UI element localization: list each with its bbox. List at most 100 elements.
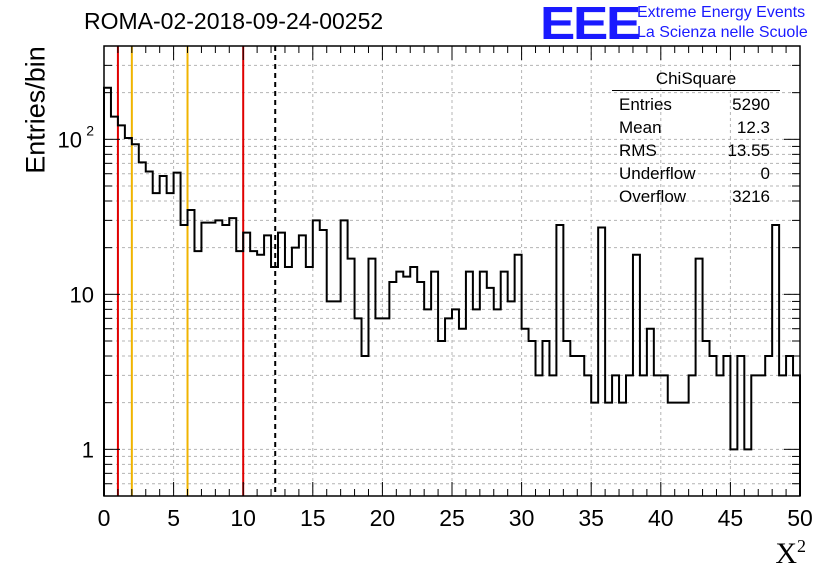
stat-label: Overflow xyxy=(619,187,687,206)
histogram-bin xyxy=(459,329,466,496)
histogram-bin xyxy=(125,138,132,496)
histogram-bin xyxy=(542,341,549,496)
x-tick-label: 5 xyxy=(167,505,180,531)
histogram-bin xyxy=(549,375,556,496)
histogram-bin xyxy=(389,282,396,496)
histogram-bin xyxy=(188,210,195,496)
y-tick-label: 10 xyxy=(58,127,82,152)
stat-value: 12.3 xyxy=(736,118,770,137)
x-tick-label: 0 xyxy=(98,505,111,531)
histogram-bin xyxy=(737,356,744,496)
stat-row-underflow: Underflow 0 xyxy=(612,162,780,185)
histogram-bin xyxy=(174,173,181,496)
stat-row-rms: RMS 13.55 xyxy=(612,139,780,162)
x-axis-label-text: X xyxy=(775,537,797,570)
stat-value: 13.55 xyxy=(727,141,770,160)
histogram-bin xyxy=(396,272,403,496)
x-tick-label: 10 xyxy=(230,505,256,531)
histogram-bin xyxy=(243,233,250,496)
histogram-bin xyxy=(215,220,222,496)
histogram-bin xyxy=(201,223,208,496)
histogram-bin xyxy=(299,235,306,496)
histogram-bin xyxy=(494,309,501,496)
histogram-bin xyxy=(647,329,654,496)
stat-value: 5290 xyxy=(732,95,770,114)
histogram-bin xyxy=(375,318,382,496)
histogram-bin xyxy=(403,277,410,496)
histogram-bin xyxy=(529,341,536,496)
y-tick-label: 1 xyxy=(82,437,94,462)
histogram-bin xyxy=(522,329,529,496)
histogram-bin xyxy=(160,176,167,496)
histogram-bin xyxy=(153,193,160,496)
histogram-bin xyxy=(577,356,584,496)
histogram-bin xyxy=(236,251,243,496)
histogram-bin xyxy=(654,375,661,496)
histogram-bin xyxy=(452,309,459,496)
histogram-bin xyxy=(445,318,452,496)
histogram-bin xyxy=(250,251,257,496)
histogram-bin xyxy=(786,356,793,496)
histogram-bin xyxy=(194,251,201,496)
histogram-bin xyxy=(222,225,229,496)
x-axis-label: X2 xyxy=(775,536,806,571)
histogram-outline xyxy=(103,86,801,496)
histogram-bin xyxy=(257,255,264,496)
histogram-bin xyxy=(167,193,174,496)
chart-title: ROMA-02-2018-09-24-00252 xyxy=(84,8,384,34)
histogram-bin xyxy=(570,356,577,496)
histogram-bin xyxy=(584,375,591,496)
histogram-bin xyxy=(229,218,236,496)
histogram-bin xyxy=(327,301,334,496)
histogram-bin xyxy=(417,282,424,496)
x-tick-label: 45 xyxy=(718,505,744,531)
histogram-bin xyxy=(536,375,543,496)
stat-label: RMS xyxy=(619,141,657,160)
histogram-bin xyxy=(181,225,188,496)
histogram-bin xyxy=(744,449,751,496)
histogram-bin xyxy=(139,162,146,496)
stats-box: ChiSquare Entries 5290 Mean 12.3 RMS 13.55 … xyxy=(612,68,780,208)
histogram-bin xyxy=(619,403,626,496)
logo-line-1: Extreme Energy Events xyxy=(637,4,806,21)
x-tick-label: 35 xyxy=(578,505,604,531)
histogram-bin xyxy=(320,230,327,496)
histogram-bin xyxy=(285,267,292,496)
histogram-bin xyxy=(355,318,362,496)
stat-label: Entries xyxy=(619,95,672,114)
histogram-bin xyxy=(292,248,299,496)
stat-value: 0 xyxy=(760,164,770,183)
histogram-bin xyxy=(368,259,375,496)
stat-label: Underflow xyxy=(619,164,696,183)
histogram-bin xyxy=(605,403,612,496)
histogram-bin xyxy=(208,223,215,496)
histogram-bin xyxy=(612,375,619,496)
histogram-bin xyxy=(758,375,765,496)
histogram-bin xyxy=(466,272,473,496)
histogram-bin xyxy=(431,272,438,496)
x-tick-label: 30 xyxy=(509,505,535,531)
histogram-bin xyxy=(473,309,480,496)
x-tick-label: 40 xyxy=(648,505,674,531)
y-axis-label: Entries/bin xyxy=(20,46,51,174)
histogram-bin xyxy=(703,341,710,496)
histogram-bin xyxy=(508,301,515,496)
histogram-bin xyxy=(696,259,703,496)
histogram-bin xyxy=(146,172,153,496)
stat-label: Mean xyxy=(619,118,662,137)
histogram-bin xyxy=(278,233,285,496)
histogram-bin xyxy=(563,341,570,496)
eee-logo: EEE xyxy=(540,0,641,49)
x-tick-label: 50 xyxy=(787,505,813,531)
histogram-bin xyxy=(341,220,348,496)
histogram-bin xyxy=(626,375,633,496)
histogram-bin xyxy=(306,267,313,496)
y-tick-label-exponent: 2 xyxy=(86,122,94,138)
x-tick-label: 15 xyxy=(300,505,326,531)
histogram-bin xyxy=(556,225,563,496)
histogram-bin xyxy=(334,301,341,496)
x-tick-label: 20 xyxy=(370,505,396,531)
histogram-bin xyxy=(765,356,772,496)
histogram-bin xyxy=(689,375,696,496)
